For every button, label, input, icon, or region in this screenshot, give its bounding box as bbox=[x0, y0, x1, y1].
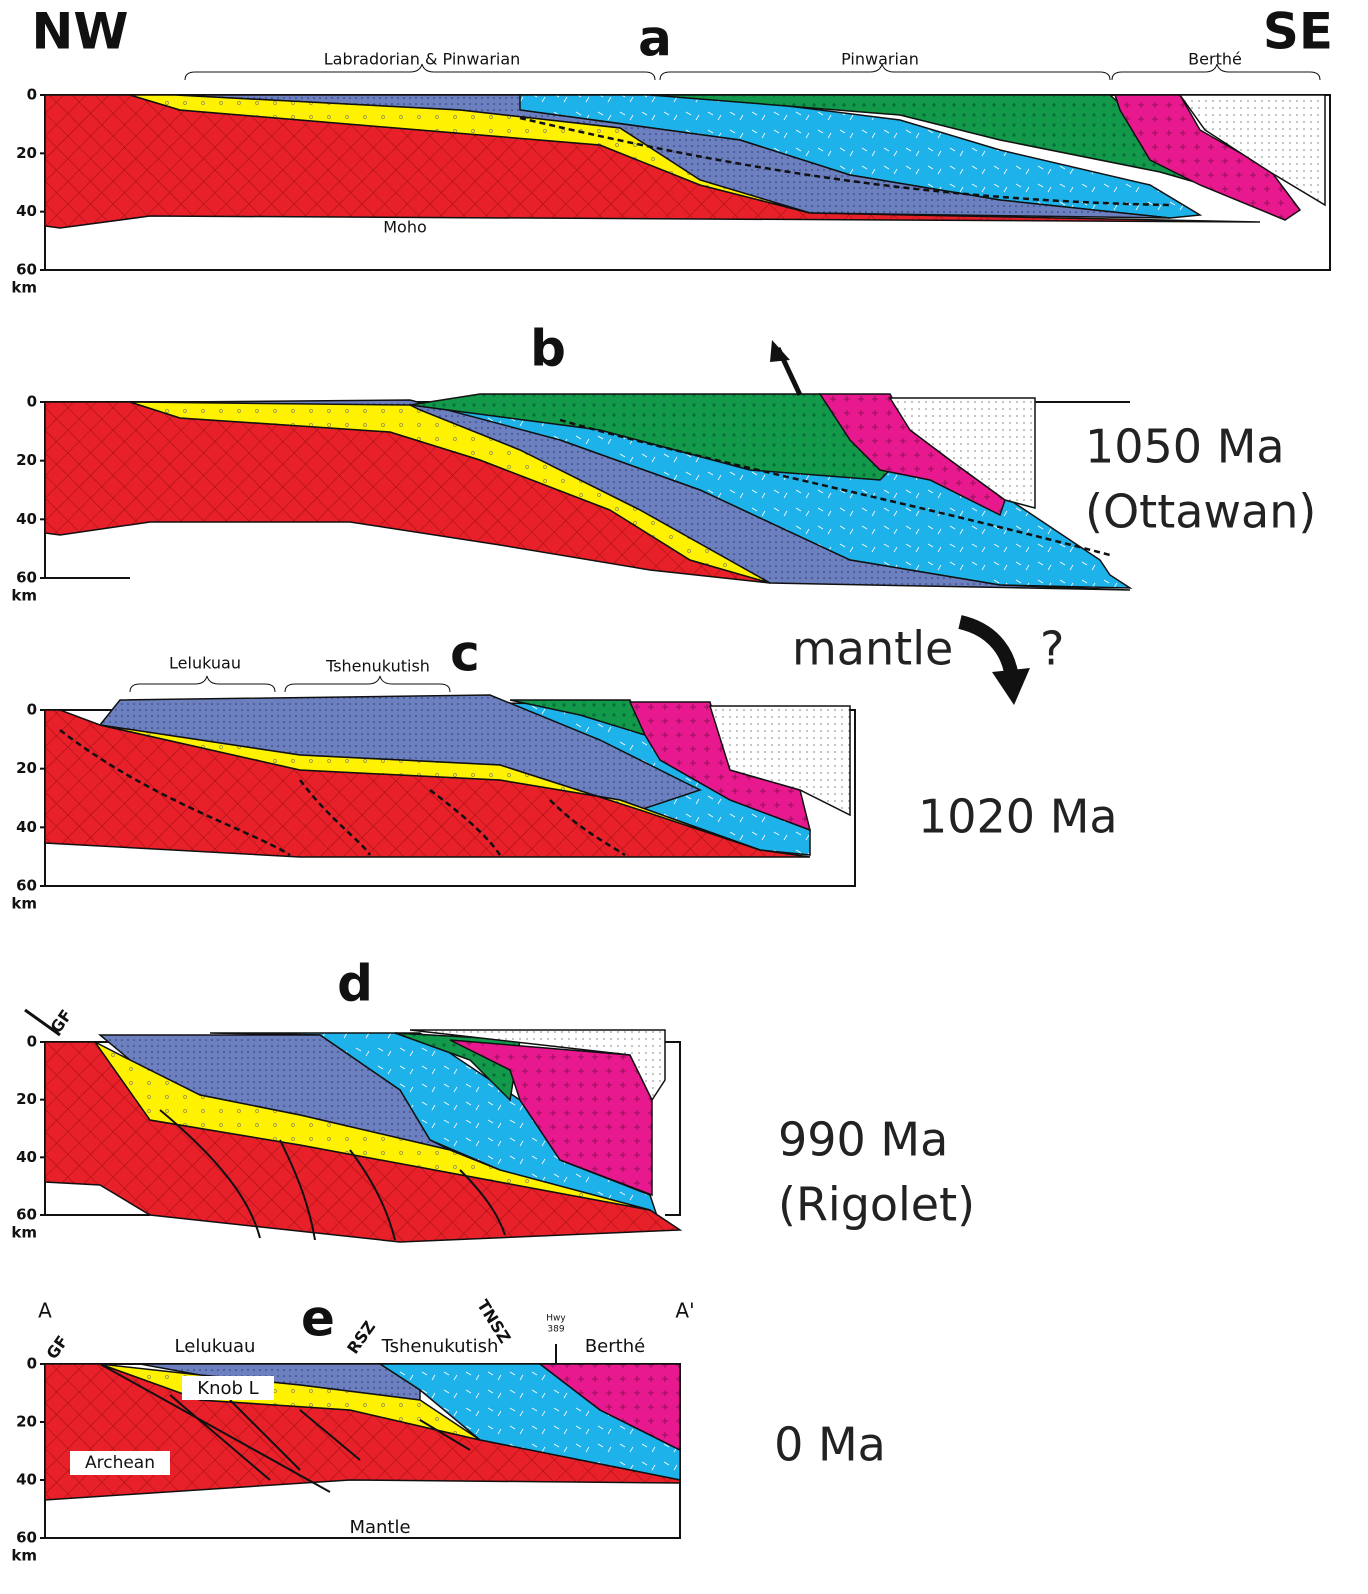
region-label: Lelukuau bbox=[169, 654, 241, 673]
tick-label: 40 bbox=[16, 1471, 37, 1489]
age: 990 Ma bbox=[778, 1113, 948, 1167]
tick-label: 60 bbox=[16, 1529, 37, 1547]
region-label: Tshenukutish bbox=[381, 1336, 499, 1357]
panel-label: b bbox=[530, 320, 566, 378]
layer bbox=[708, 705, 851, 817]
note: ? bbox=[1040, 622, 1064, 676]
fault bbox=[59, 729, 626, 857]
tick-label: 0 bbox=[27, 1033, 37, 1051]
tick-label: 60 bbox=[16, 877, 37, 895]
layer bbox=[129, 94, 811, 214]
annotation: A bbox=[38, 1299, 52, 1323]
annotation: Mantle bbox=[349, 1517, 410, 1538]
annotation: GF bbox=[46, 1006, 75, 1037]
annotation: 389 bbox=[547, 1325, 564, 1335]
axis-unit: km bbox=[11, 895, 37, 913]
layer bbox=[888, 397, 1036, 509]
section-d: d 990 Ma (Rigolet) GF bbox=[24, 955, 975, 1243]
age: 0 Ma bbox=[774, 1418, 886, 1472]
tick-label: 60 bbox=[16, 569, 37, 587]
fault bbox=[559, 418, 1111, 557]
tick-label: 40 bbox=[16, 510, 37, 528]
arrow bbox=[24, 1008, 61, 1037]
region-label: Berthé bbox=[1188, 50, 1242, 69]
section-c: c Lelukuau Tshenukutish 1020 Ma bbox=[44, 625, 1118, 887]
tick-label: 0 bbox=[27, 86, 37, 104]
fault bbox=[99, 1344, 557, 1493]
annotation: Moho bbox=[383, 218, 427, 237]
region-label: Labradorian & Pinwarian bbox=[324, 50, 521, 69]
axis-unit: km bbox=[11, 1547, 37, 1565]
region-label: Pinwarian bbox=[841, 50, 919, 69]
layer bbox=[1178, 94, 1326, 207]
annotation: A' bbox=[675, 1299, 694, 1323]
layer bbox=[94, 1041, 651, 1211]
tick-label: 40 bbox=[16, 818, 37, 836]
annotation: Knob L bbox=[197, 1378, 258, 1399]
section-e: e Lelukuau Tshenukutish Berthé 0 Ma A A'… bbox=[38, 1290, 886, 1539]
event: (Ottawan) bbox=[1085, 485, 1316, 539]
label-box bbox=[70, 1451, 170, 1475]
tick-label: 20 bbox=[16, 144, 37, 162]
arrow-head bbox=[770, 340, 790, 362]
tick-label: 60 bbox=[16, 261, 37, 279]
region-label: Lelukuau bbox=[175, 1336, 256, 1357]
axis-unit: km bbox=[11, 279, 37, 297]
brace bbox=[184, 63, 1321, 81]
layer bbox=[409, 1029, 666, 1102]
annotation: Archean bbox=[85, 1453, 155, 1473]
tick-label: 40 bbox=[16, 202, 37, 220]
region-label: Berthé bbox=[585, 1336, 645, 1357]
direction: NW bbox=[32, 3, 129, 61]
panel-label: e bbox=[301, 1290, 335, 1348]
axis-unit: km bbox=[11, 587, 37, 605]
tick-label: 60 bbox=[16, 1206, 37, 1224]
tick-label: 20 bbox=[16, 1090, 37, 1108]
age: 1050 Ma bbox=[1085, 420, 1285, 474]
section-a: NW SE a Labradorian & Pinwarian Pinwaria… bbox=[32, 3, 1333, 271]
panel-label: d bbox=[337, 955, 373, 1013]
direction: SE bbox=[1263, 3, 1333, 61]
layer bbox=[99, 724, 761, 851]
depth-axes: 0204060km0204060km0204060km0204060km0204… bbox=[11, 86, 45, 1565]
tick-label: 20 bbox=[16, 451, 37, 469]
tick-label: 40 bbox=[16, 1148, 37, 1166]
region-label: Tshenukutish bbox=[325, 657, 430, 676]
arrow-head bbox=[992, 668, 1030, 705]
annotation: Hwy bbox=[546, 1314, 566, 1324]
layer bbox=[1113, 94, 1302, 221]
brace bbox=[129, 675, 451, 693]
fault bbox=[159, 1109, 506, 1241]
event: (Rigolet) bbox=[778, 1178, 975, 1232]
axis-unit: km bbox=[11, 1224, 37, 1242]
tick-label: 0 bbox=[27, 393, 37, 411]
layer bbox=[129, 401, 771, 584]
tick-label: 20 bbox=[16, 1413, 37, 1431]
tick-label: 0 bbox=[27, 701, 37, 719]
age: 1020 Ma bbox=[918, 790, 1118, 844]
panel-label: c bbox=[450, 625, 480, 683]
tick-label: 0 bbox=[27, 1355, 37, 1373]
tick-label: 20 bbox=[16, 759, 37, 777]
panel-label: a bbox=[638, 10, 672, 68]
annotation: RSZ bbox=[343, 1317, 379, 1357]
mantle-note: mantle ? bbox=[792, 615, 1064, 705]
note: mantle bbox=[792, 622, 953, 676]
label-box bbox=[182, 1376, 274, 1400]
layer bbox=[537, 1363, 681, 1452]
section-b: b 1050 Ma (Ottawan) bbox=[44, 320, 1316, 591]
annotation: GF bbox=[42, 1332, 71, 1363]
